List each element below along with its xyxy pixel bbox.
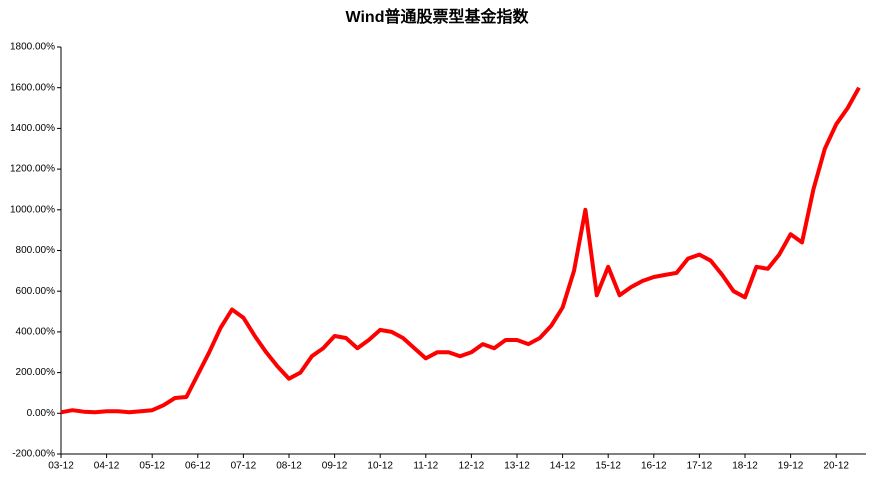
x-tick-label: 15-12 bbox=[595, 461, 621, 472]
x-tick-label: 04-12 bbox=[94, 461, 120, 472]
y-tick-label: 800.00% bbox=[16, 245, 56, 256]
x-tick-label: 19-12 bbox=[778, 461, 804, 472]
y-tick-label: -200.00% bbox=[12, 449, 55, 460]
x-tick-label: 09-12 bbox=[322, 461, 348, 472]
x-tick-label: 12-12 bbox=[459, 461, 485, 472]
x-tick-label: 18-12 bbox=[732, 461, 758, 472]
x-tick-label: 16-12 bbox=[641, 461, 667, 472]
y-tick-label: 1600.00% bbox=[10, 82, 55, 93]
y-tick-label: 0.00% bbox=[27, 408, 55, 419]
x-tick-label: 05-12 bbox=[139, 461, 165, 472]
x-tick-label: 06-12 bbox=[185, 461, 211, 472]
x-tick-label: 13-12 bbox=[504, 461, 530, 472]
chart-title: Wind普通股票型基金指数 bbox=[346, 7, 530, 26]
x-tick-label: 03-12 bbox=[48, 461, 74, 472]
y-tick-label: 600.00% bbox=[16, 286, 56, 297]
x-tick-label: 17-12 bbox=[687, 461, 713, 472]
y-tick-label: 400.00% bbox=[16, 327, 56, 338]
y-tick-label: 1000.00% bbox=[10, 204, 55, 215]
y-tick-label: 1200.00% bbox=[10, 164, 55, 175]
x-tick-label: 10-12 bbox=[367, 461, 393, 472]
x-tick-label: 11-12 bbox=[413, 461, 438, 472]
y-tick-label: 1800.00% bbox=[10, 42, 55, 53]
x-tick-label: 20-12 bbox=[823, 461, 849, 472]
x-tick-label: 07-12 bbox=[231, 461, 257, 472]
x-tick-label: 14-12 bbox=[550, 461, 576, 472]
y-tick-label: 1400.00% bbox=[10, 123, 55, 134]
x-tick-label: 08-12 bbox=[276, 461, 302, 472]
y-tick-label: 200.00% bbox=[16, 367, 56, 378]
line-series bbox=[60, 86, 861, 415]
